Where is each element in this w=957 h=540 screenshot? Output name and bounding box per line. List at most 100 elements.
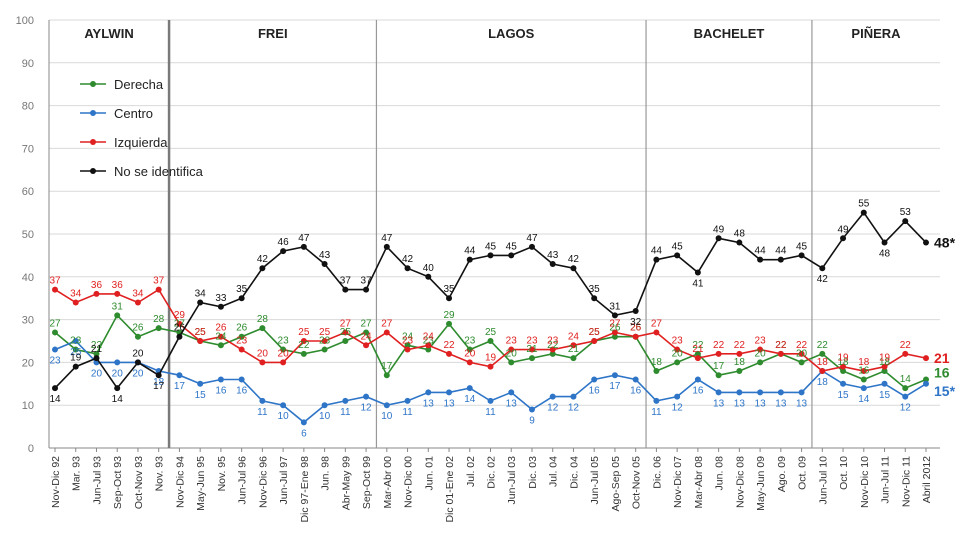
data-point [695, 377, 701, 383]
data-point [301, 419, 307, 425]
data-point [259, 265, 265, 271]
data-label: 26 [132, 323, 144, 334]
data-point [322, 347, 328, 353]
data-label: 18 [734, 357, 746, 368]
data-label: 19 [879, 353, 891, 364]
data-point [405, 347, 411, 353]
data-point [384, 372, 390, 378]
data-point [508, 359, 514, 365]
data-label: 13 [796, 398, 808, 409]
data-label: 45 [485, 241, 497, 252]
x-tick-label: Nov-Dic 07 [672, 456, 684, 508]
x-tick-label: Oct-Nov 93 [133, 456, 145, 509]
data-point [73, 364, 79, 370]
data-label: 12 [672, 403, 684, 414]
data-point [114, 385, 120, 391]
data-point [446, 389, 452, 395]
data-point [425, 274, 431, 280]
data-point [405, 265, 411, 271]
data-label: 20 [257, 348, 269, 359]
x-tick-label: Jun-Jul 93 [91, 456, 103, 505]
data-point [861, 385, 867, 391]
data-label: 16 [589, 386, 601, 397]
data-label: 13 [423, 398, 435, 409]
data-point [819, 368, 825, 374]
data-label: 14 [49, 394, 61, 405]
data-label: 18 [817, 357, 829, 368]
data-label: 26 [174, 323, 186, 334]
data-label: 23 [278, 336, 290, 347]
data-label: 23 [49, 356, 61, 367]
x-tick-label: Mar. 93 [71, 456, 83, 491]
data-point [488, 398, 494, 404]
data-point [529, 406, 535, 412]
data-label: 12 [361, 403, 373, 414]
data-point [778, 257, 784, 263]
data-label: 23 [402, 336, 414, 347]
series-end-label: 48* [934, 235, 956, 251]
data-label: 25 [195, 327, 207, 338]
data-label: 44 [775, 246, 787, 257]
data-point [197, 381, 203, 387]
data-label: 49 [713, 224, 725, 235]
data-point [612, 312, 618, 318]
data-label: 31 [112, 301, 124, 312]
data-point [363, 287, 369, 293]
x-tick-label: Dic 01-Ene 02 [444, 456, 456, 523]
data-point [342, 338, 348, 344]
data-label: 18 [858, 357, 870, 368]
data-label: 16 [692, 386, 704, 397]
data-label: 11 [402, 407, 413, 418]
data-point [902, 394, 908, 400]
data-label: 17 [713, 361, 725, 372]
data-label: 12 [900, 403, 912, 414]
data-point [902, 218, 908, 224]
data-point [446, 321, 452, 327]
data-point [384, 329, 390, 335]
y-tick-label: 50 [22, 229, 34, 241]
data-point [301, 244, 307, 250]
data-point [716, 372, 722, 378]
y-tick-label: 100 [16, 15, 34, 27]
data-label: 31 [609, 301, 621, 312]
data-label: 24 [568, 331, 580, 342]
data-point [384, 244, 390, 250]
y-tick-label: 30 [22, 315, 34, 327]
data-point [508, 389, 514, 395]
end-labels: 16 15* 21 48* [934, 235, 956, 399]
data-point [882, 240, 888, 246]
x-tick-label: Oct. 10 [838, 456, 850, 490]
data-point [633, 308, 639, 314]
x-tick-label: Abril 2012 [921, 456, 933, 503]
data-label: 20 [464, 348, 476, 359]
data-label: 36 [112, 280, 124, 291]
data-point [114, 291, 120, 297]
data-point [363, 342, 369, 348]
data-point [716, 235, 722, 241]
data-label: 24 [423, 331, 435, 342]
x-tick-label: Ago-Sep 05 [610, 456, 622, 512]
data-label: 20 [132, 348, 144, 359]
data-point [695, 270, 701, 276]
data-label: 20 [506, 348, 518, 359]
x-tick-label: Nov-Dic 94 [174, 456, 186, 508]
data-point [757, 257, 763, 263]
data-label: 16 [215, 386, 227, 397]
data-point [259, 325, 265, 331]
data-label: 18 [651, 357, 663, 368]
data-label: 47 [298, 233, 310, 244]
data-point [840, 381, 846, 387]
data-label: 35 [236, 284, 248, 295]
period-label: LAGOS [488, 26, 535, 41]
data-point [902, 385, 908, 391]
data-point [591, 377, 597, 383]
data-label: 20 [755, 348, 767, 359]
data-point [239, 347, 245, 353]
data-label: 16 [236, 386, 248, 397]
x-tick-label: Nov-Dic 08 [734, 456, 746, 508]
data-label: 37 [361, 276, 373, 287]
data-label: 12 [568, 403, 580, 414]
data-label: 20 [672, 348, 684, 359]
data-label: 22 [443, 340, 455, 351]
